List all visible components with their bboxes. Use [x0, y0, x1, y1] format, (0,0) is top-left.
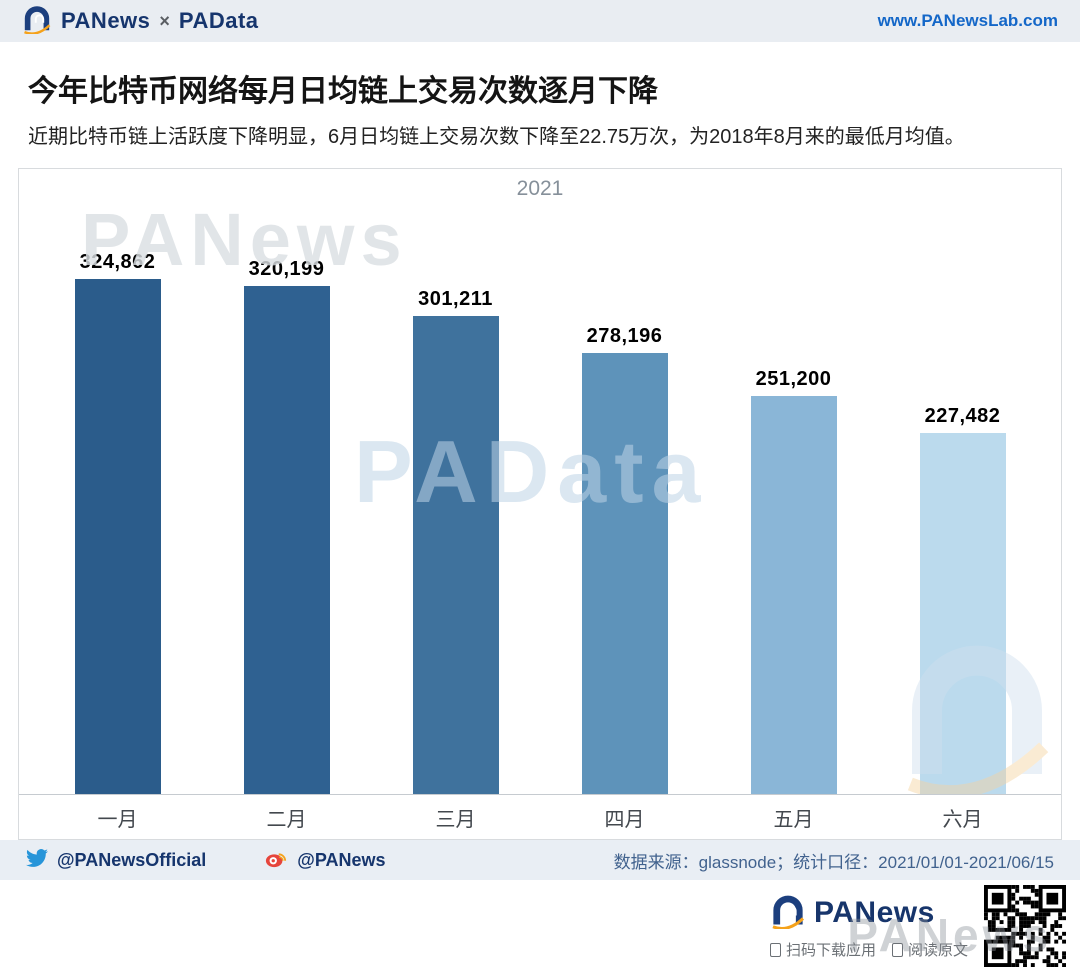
brand-panews: PANews — [61, 8, 151, 33]
bar — [243, 286, 330, 794]
bottom-brand-name: PANews — [813, 896, 935, 929]
bar-chart: 2021 324,862 320,199 301,211 278,196 251,200… — [18, 168, 1062, 840]
bar-column-5: 251,200 — [709, 205, 877, 794]
x-axis-label: 四月 — [604, 808, 645, 831]
header-brand: PANews × PAData — [22, 4, 259, 39]
bar — [919, 433, 1006, 794]
header-bar: PANews × PAData www.PANewsLab.com — [0, 0, 1080, 42]
bar-value-label: 227,482 — [924, 405, 1001, 427]
bar — [74, 279, 161, 794]
caption-download: 扫码下载应用 — [769, 939, 876, 960]
brand-padata: PAData — [178, 8, 259, 33]
weibo-handle: @PANews — [297, 849, 386, 870]
bar-column-3: 301,211 — [371, 205, 539, 794]
bar-value-label: 251,200 — [755, 368, 832, 390]
x-axis-label: 六月 — [942, 808, 983, 831]
twitter-handle: @PANewsOfficial — [57, 849, 207, 870]
bar-column-4: 278,196 — [540, 205, 708, 794]
chart-title: 2021 — [516, 177, 564, 200]
footer-bar: @PANewsOfficial @PANews 数据来源：glassnode；统… — [0, 840, 1080, 880]
x-axis: 一月 二月 三月 四月 五月 六月 — [19, 795, 1061, 839]
x-axis-label: 二月 — [266, 808, 307, 831]
twitter-icon — [26, 847, 48, 874]
x-axis-label: 一月 — [97, 808, 138, 831]
x-axis-label: 五月 — [773, 808, 814, 831]
bar — [750, 396, 837, 794]
bottom-strip: PANews 扫码下载应用 阅读原文 PANews — [0, 880, 1080, 970]
panews-logo-icon — [770, 893, 806, 934]
plot-area: 324,862 320,199 301,211 278,196 251,200 227,4… — [19, 205, 1061, 795]
weibo-account[interactable]: @PANews — [264, 847, 386, 874]
page-title: 今年比特币网络每月日均链上交易次数逐月下降 — [28, 75, 658, 108]
document-icon — [891, 942, 903, 957]
bar-column-6: 227,482 — [878, 205, 1046, 794]
qr-code — [984, 885, 1066, 967]
data-source: 数据来源：glassnode；统计口径：2021/01/01-2021/06/1… — [613, 852, 1054, 872]
twitter-account[interactable]: @PANewsOfficial — [26, 847, 206, 874]
page-subtitle: 近期比特币链上活跃度下降明显，6月日均链上交易次数下降至22.75万次，为201… — [28, 126, 965, 148]
bar — [412, 316, 499, 794]
x-axis-label: 三月 — [435, 808, 476, 831]
qr-captions: 扫码下载应用 阅读原文 — [769, 939, 968, 960]
bar-value-label: 301,211 — [418, 288, 493, 310]
article-header: 今年比特币网络每月日均链上交易次数逐月下降 近期比特币链上活跃度下降明显，6月日… — [0, 42, 1080, 152]
panews-logo-icon — [22, 4, 52, 39]
caption-read: 阅读原文 — [891, 939, 968, 960]
bar-column-1: 324,862 — [33, 205, 201, 794]
bar-value-label: 324,862 — [79, 251, 156, 273]
bottom-brand-block: PANews 扫码下载应用 阅读原文 — [769, 893, 968, 960]
bar-value-label: 278,196 — [586, 325, 663, 347]
phone-icon — [769, 942, 781, 957]
brand-separator: × — [159, 10, 170, 31]
bar — [581, 353, 668, 794]
bar-column-2: 320,199 — [202, 205, 370, 794]
weibo-icon — [264, 847, 288, 874]
website-link[interactable]: www.PANewsLab.com — [877, 11, 1058, 30]
bar-value-label: 320,199 — [248, 258, 325, 280]
